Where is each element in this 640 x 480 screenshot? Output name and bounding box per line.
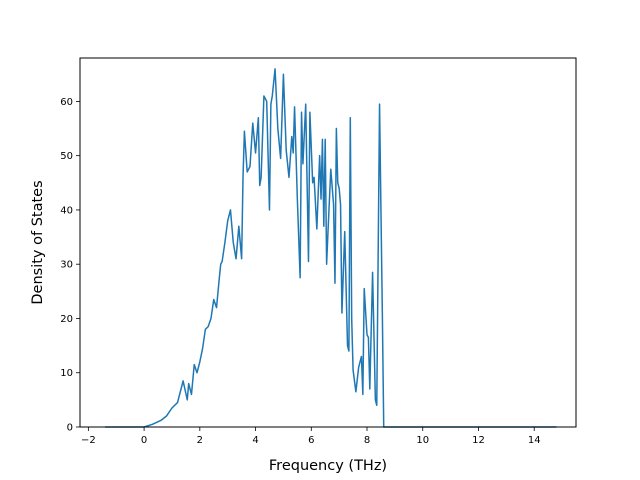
- y-axis-label: Density of States: [30, 180, 46, 304]
- x-tick-label: 0: [141, 435, 147, 446]
- x-axis-ticks: −2 0 2 4 6 8 10 12 14: [81, 427, 541, 446]
- x-tick-label: 8: [364, 435, 370, 446]
- x-tick-label: 2: [197, 435, 203, 446]
- x-tick-label: 12: [472, 435, 485, 446]
- x-tick-label: 14: [528, 435, 541, 446]
- x-tick-label: 6: [308, 435, 314, 446]
- x-tick-label: 10: [416, 435, 429, 446]
- x-tick-label: 4: [252, 435, 258, 446]
- y-tick-label: 50: [60, 151, 73, 162]
- y-tick-label: 10: [60, 368, 73, 379]
- y-tick-label: 40: [60, 205, 73, 216]
- plot-frame: [79, 57, 577, 428]
- x-tick-label: −2: [81, 435, 96, 446]
- y-tick-label: 0: [67, 423, 73, 434]
- y-tick-label: 30: [60, 260, 73, 271]
- y-tick-label: 60: [60, 97, 73, 108]
- x-axis-label: Frequency (THz): [269, 458, 387, 474]
- y-tick-label: 20: [60, 314, 73, 325]
- y-axis-ticks: 0 10 20 30 40 50 60: [60, 97, 80, 434]
